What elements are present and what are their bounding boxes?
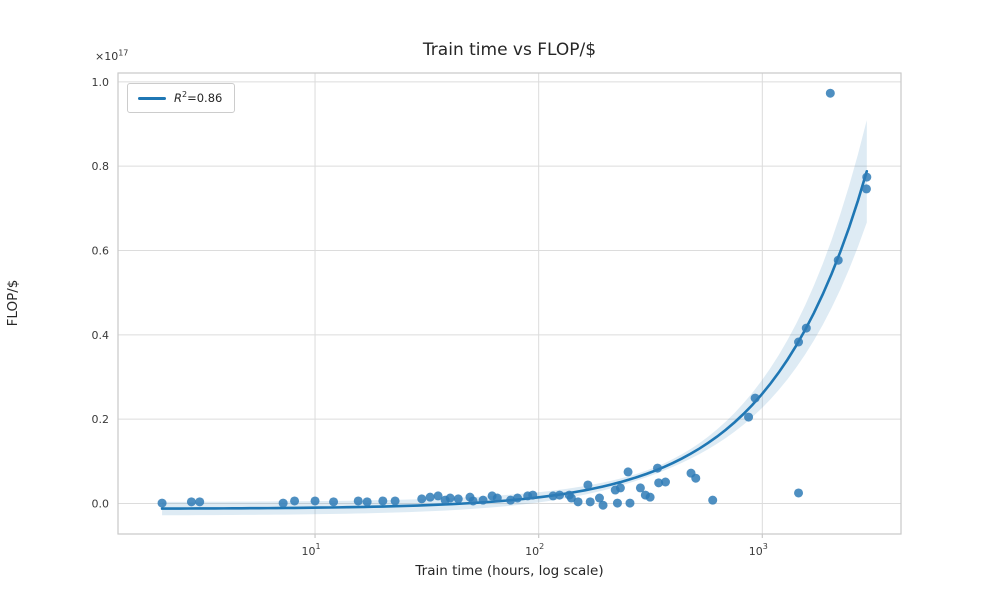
y-tick-label: 0.4 [92, 329, 110, 342]
legend-line-swatch [138, 96, 166, 100]
scatter-point [278, 498, 288, 508]
confidence-band [162, 120, 867, 516]
scatter-point [625, 498, 635, 508]
scatter-point [157, 498, 167, 508]
legend: R2=0.86 [127, 83, 236, 113]
scatter-point [585, 497, 595, 507]
scatter-point [478, 495, 488, 505]
scatter-point [195, 497, 205, 507]
scatter-point [660, 477, 670, 487]
y-tick-label: 0.0 [92, 498, 110, 511]
scatter-point [594, 493, 604, 503]
scatter-point [573, 497, 583, 507]
scatter-point [691, 473, 701, 483]
scatter-point [362, 497, 372, 507]
y-axis-label: FLOP/$ [5, 279, 21, 327]
scatter-point [468, 496, 478, 506]
chart-title: Train time vs FLOP/$ [422, 40, 597, 60]
x-tick-label: 102 [525, 542, 544, 558]
scatter-point [555, 490, 565, 500]
scatter-point [506, 495, 516, 505]
axes-spines [117, 72, 902, 535]
scatter-point [425, 492, 435, 502]
scatter-point [290, 496, 300, 506]
y-tick-label: 0.6 [92, 244, 110, 257]
scatter-point [861, 184, 871, 194]
y-tick-label: 0.8 [92, 160, 110, 173]
scatter-point [378, 496, 388, 506]
scatter-point [645, 492, 655, 502]
scatter-point [744, 412, 754, 422]
x-tick-label: 101 [301, 542, 320, 558]
scatter-point [445, 493, 455, 503]
scatter-point [654, 478, 664, 488]
scatter-point [329, 497, 339, 507]
x-axis-label: Train time (hours, log scale) [415, 563, 604, 579]
scatter-point [794, 337, 804, 347]
y-axis-offset-text: ×1017 [95, 48, 129, 63]
scatter-point [598, 500, 608, 510]
legend-label: R2=0.86 [174, 90, 223, 105]
scatter-point [453, 494, 463, 504]
scatter-point [825, 88, 835, 98]
scatter-point [310, 496, 320, 506]
scatter-point [417, 494, 427, 504]
y-tick-label: 0.2 [92, 413, 110, 426]
regression-line [160, 169, 869, 510]
scatter-point [794, 488, 804, 498]
scatter-point [833, 255, 843, 265]
scatter-point [801, 323, 811, 333]
scatter-point [862, 172, 872, 182]
scatter-point [566, 493, 576, 503]
scatter-point [615, 483, 625, 493]
scatter-point [528, 490, 538, 500]
scatter-point [750, 393, 760, 403]
scatter-point [433, 491, 443, 501]
scatter-point [612, 498, 622, 508]
scatter-point [653, 463, 663, 473]
scatter-point [583, 480, 593, 490]
scatter-point [708, 495, 718, 505]
x-tick-label: 103 [749, 542, 768, 558]
scatter-point [492, 493, 502, 503]
scatter-point [353, 496, 363, 506]
scatter-point [512, 493, 522, 503]
y-tick-label: 1.0 [92, 76, 110, 89]
scatter-point [635, 483, 645, 493]
scatter-point [623, 467, 633, 477]
scatter-point [390, 496, 400, 506]
scatter-point [186, 497, 196, 507]
